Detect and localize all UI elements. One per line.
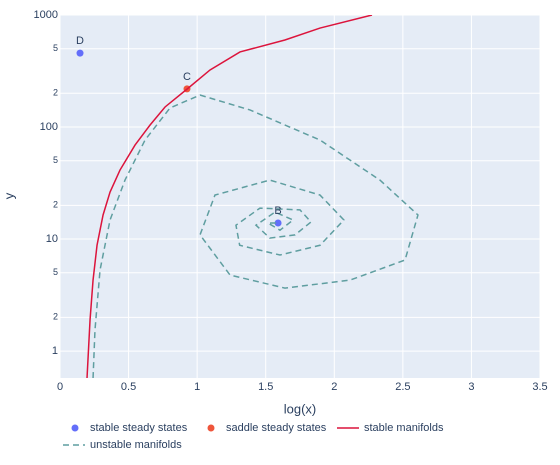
legend-label: saddle steady states	[226, 422, 327, 434]
x-tick-label: 0.5	[121, 381, 136, 393]
point-label: C	[183, 71, 191, 83]
y-tick-label: 2	[53, 312, 58, 322]
y-tick-label: 5	[53, 267, 58, 277]
x-axis-title: log(x)	[284, 401, 317, 416]
legend-label: stable steady states	[90, 422, 188, 434]
manifold-line	[92, 94, 419, 378]
steady-state-point	[76, 49, 84, 57]
y-tick-label: 100	[40, 121, 58, 133]
x-tick-label: 0	[57, 381, 63, 393]
plot-area	[60, 15, 540, 378]
x-tick-label: 2	[331, 381, 337, 393]
y-tick-label: 10	[46, 233, 58, 245]
point-label: B	[274, 205, 281, 217]
y-tick-label: 5	[53, 43, 58, 53]
point-label: D	[76, 35, 84, 47]
legend-symbol	[71, 424, 79, 432]
legend-label: unstable manifolds	[90, 439, 182, 451]
manifold-line	[86, 15, 373, 378]
x-tick-label: 1.5	[258, 381, 273, 393]
steady-state-point	[274, 219, 282, 227]
grid	[59, 14, 541, 378]
y-tick-label: 2	[53, 200, 58, 210]
y-axis-title: y	[1, 192, 16, 199]
marks	[76, 15, 419, 378]
y-tick-label: 1	[52, 345, 58, 357]
x-tick-label: 1	[194, 381, 200, 393]
legend-symbol	[207, 424, 215, 432]
y-tick-label: 1000	[34, 9, 58, 21]
x-tick-label: 2.5	[395, 381, 410, 393]
x-tick-label: 3	[468, 381, 474, 393]
x-tick-label: 3.5	[532, 381, 547, 393]
labels: 0 0.5 1 1.5 2 2.5 3 3.5 1 2 5 10 2 5 100 2 5 1000 D Bstable…	[34, 9, 548, 451]
y-tick-label: 5	[53, 155, 58, 165]
legend-label: stable manifolds	[364, 422, 444, 434]
y-tick-label: 2	[53, 88, 58, 98]
